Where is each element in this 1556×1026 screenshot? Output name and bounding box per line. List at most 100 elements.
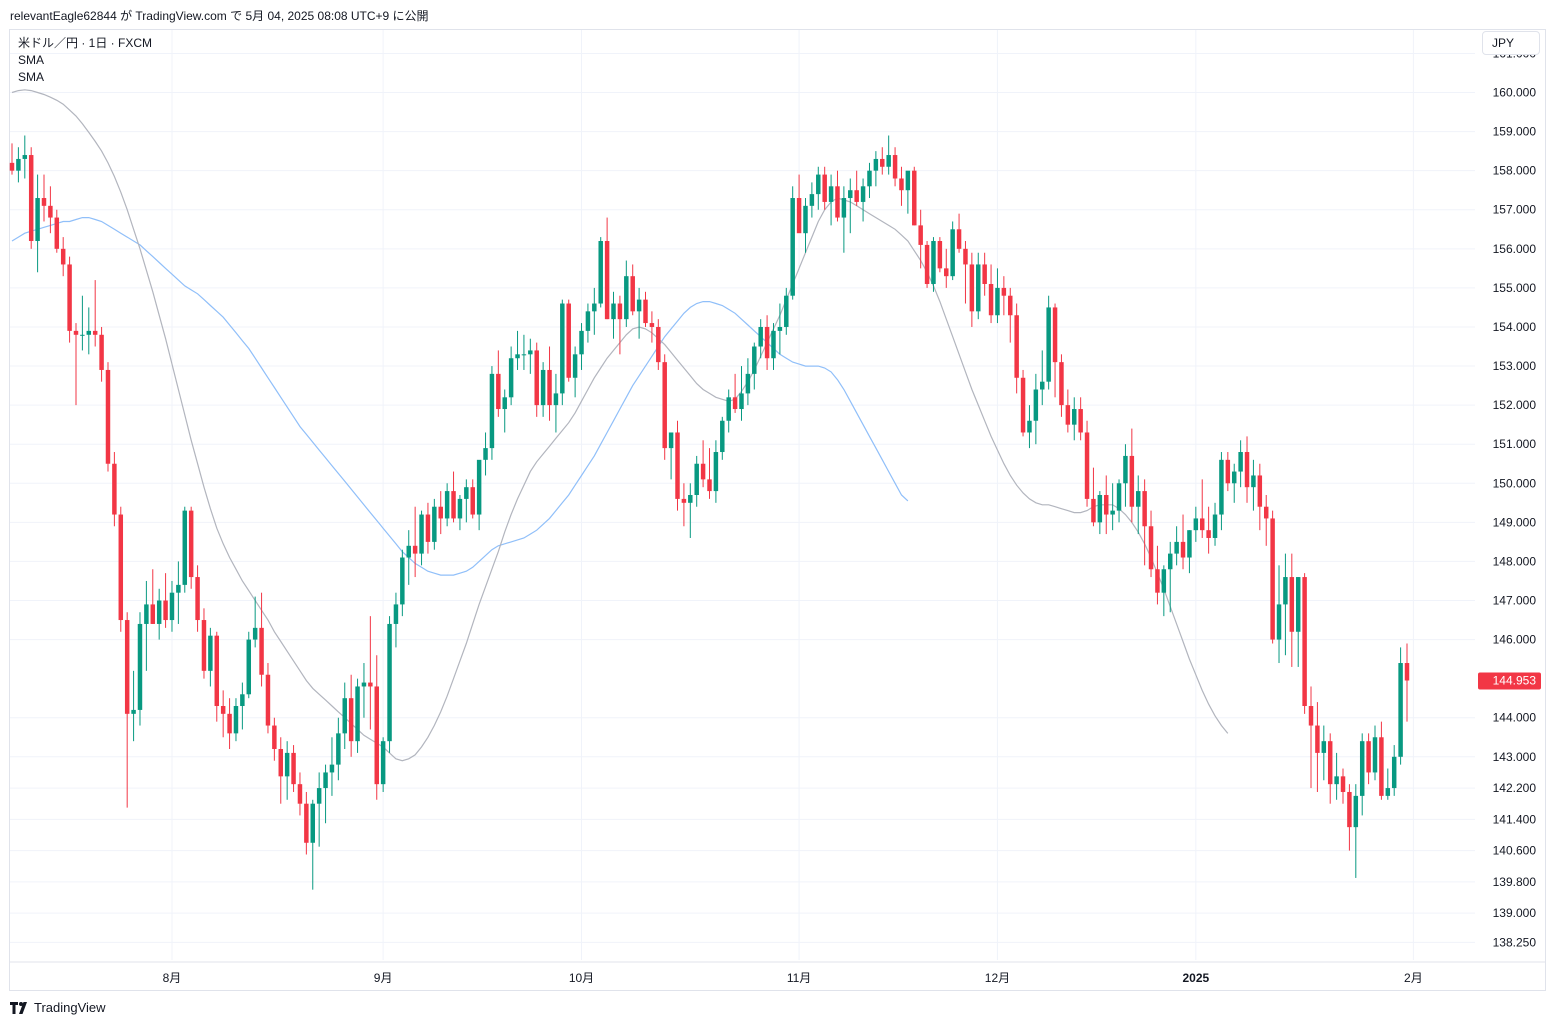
candle-down [892, 147, 898, 187]
candle-down [1148, 510, 1154, 578]
candle-up [713, 440, 719, 503]
candle-body [284, 752, 290, 777]
candle-body [668, 432, 674, 449]
footer-brand[interactable]: TradingView [10, 1000, 106, 1015]
candle-body [777, 326, 783, 331]
candle-body [496, 373, 501, 410]
candle-up [208, 627, 213, 687]
candle-up [1046, 295, 1051, 390]
candle-down [700, 440, 706, 488]
candle-up [393, 592, 399, 648]
candle-down [1129, 428, 1135, 523]
candle-up [841, 186, 847, 253]
candle-body [1315, 725, 1320, 753]
candle-body [905, 170, 911, 191]
candle-up [156, 588, 162, 640]
candle-body [425, 514, 431, 542]
candle-up [848, 178, 853, 234]
candle-up [16, 147, 21, 183]
candle-down [1270, 510, 1275, 644]
candle-body [508, 358, 514, 398]
candle-up [976, 252, 981, 320]
candle-body [1238, 452, 1243, 472]
candle-up [816, 166, 821, 210]
candle-body [822, 174, 827, 202]
candle-up [758, 319, 763, 359]
candle-body [636, 299, 642, 312]
candle-body [310, 803, 315, 843]
candle-body [1014, 315, 1019, 378]
candle-body [124, 620, 130, 714]
time-tick-label: 11月 [787, 971, 811, 985]
candle-down [1244, 436, 1250, 503]
candle-body [1289, 577, 1295, 632]
candle-body [1078, 409, 1083, 433]
candle-up [592, 287, 597, 335]
candle-body [950, 229, 955, 277]
candle-down [1206, 506, 1211, 554]
candle-body [1231, 471, 1237, 484]
candle-body [764, 326, 770, 359]
currency-button[interactable]: JPY [1482, 31, 1540, 55]
candle-down [67, 256, 72, 343]
chart-frame [9, 29, 1546, 991]
candle-body [1142, 491, 1147, 527]
price-tick-label: 148.000 [1493, 554, 1537, 568]
candle-down [944, 248, 949, 288]
sma-legend-1[interactable]: SMA [18, 53, 45, 67]
candle-body [745, 373, 751, 394]
candle-body [956, 229, 962, 249]
candle-body [195, 577, 200, 621]
candle-down [412, 506, 418, 578]
candle-body [1404, 663, 1410, 681]
candle-body [835, 186, 840, 218]
candle-body [432, 506, 437, 542]
candle-body [1129, 455, 1135, 507]
publish-info: relevantEagle62844 が TradingView.com で 5… [10, 9, 429, 23]
price-tick-label: 139.000 [1493, 906, 1537, 920]
candle-down [732, 373, 738, 413]
candle-up [521, 334, 527, 370]
candle-body [419, 514, 424, 554]
candle-body [854, 190, 859, 202]
candle-body [1193, 518, 1199, 531]
candle-body [470, 487, 475, 515]
candle-body [1251, 475, 1256, 488]
candle-body [1187, 530, 1192, 558]
candle-up [803, 198, 808, 253]
candle-up [1238, 440, 1243, 488]
candle-body [144, 604, 149, 624]
candle-up [457, 495, 463, 531]
candle-up [1276, 565, 1282, 664]
candle-body [374, 686, 379, 785]
candle-up [86, 307, 92, 355]
candle-body [41, 198, 47, 206]
candle-body [1027, 420, 1032, 433]
price-tick-label: 150.000 [1493, 476, 1537, 490]
candle-body [969, 264, 975, 312]
candle-down [1225, 452, 1231, 492]
candle-down [924, 241, 930, 288]
candle-body [112, 463, 117, 515]
last-price-badge [1478, 672, 1541, 690]
candle-body [944, 268, 949, 277]
candle-body [48, 205, 53, 218]
sma-legend-2[interactable]: SMA [18, 70, 45, 84]
last-price-label: 144.953 [1493, 673, 1537, 687]
candle-up [579, 323, 584, 370]
candle-body [1385, 788, 1391, 796]
candle-body [931, 241, 936, 284]
candle-down [201, 608, 207, 679]
candle-down [835, 170, 840, 222]
candle-down [1020, 369, 1026, 437]
candle-down [656, 319, 661, 370]
symbol-label[interactable]: 米ドル／円 · 1日 · FXCM [18, 36, 152, 50]
candle-body [784, 295, 789, 327]
candle-up [137, 612, 143, 726]
candle-up [240, 682, 245, 730]
candle-body [86, 330, 92, 335]
candle-body [841, 198, 847, 218]
candle-up [950, 221, 955, 281]
candle-down [1263, 495, 1269, 546]
